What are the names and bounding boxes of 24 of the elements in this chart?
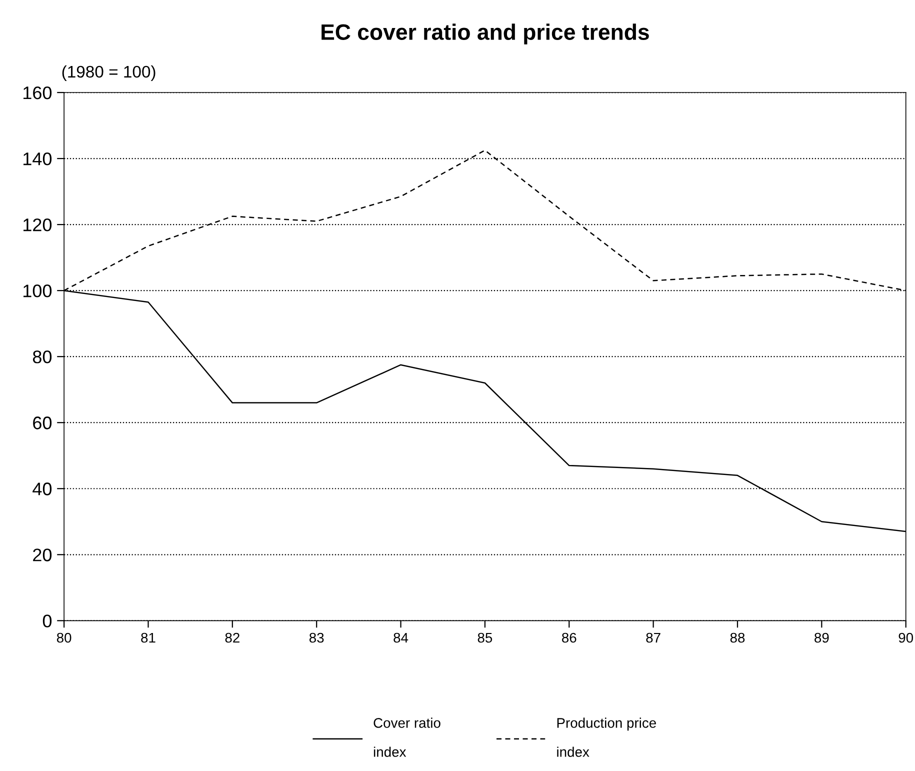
y-tick-label: 120	[24, 218, 52, 232]
y-tick-label: 40	[32, 482, 52, 496]
chart-title: EC cover ratio and price trends	[322, 24, 649, 44]
y-axis-title: (1980 = 100)	[62, 65, 156, 81]
x-tick-label: 89	[814, 632, 829, 643]
y-tick-label: 140	[24, 152, 52, 166]
y-tick-label: 0	[42, 614, 52, 628]
x-tick-label: 87	[646, 632, 660, 643]
x-tick-label: 80	[56, 632, 72, 643]
y-tick-label: 20	[33, 548, 52, 562]
x-tick-label: 83	[309, 632, 324, 643]
x-tick-label: 84	[394, 632, 408, 643]
x-tick-label: 82	[225, 632, 240, 643]
legend-label: Production price index	[557, 718, 656, 757]
y-tick-label: 60	[33, 416, 52, 430]
x-tick-label: 85	[478, 632, 492, 643]
y-tick-label: 100	[24, 284, 52, 298]
y-tick-label: 160	[24, 86, 52, 100]
x-tick-label: 86	[562, 632, 576, 643]
y-tick-label: 80	[32, 350, 52, 364]
x-tick-label: 90	[898, 632, 914, 643]
x-tick-label: 88	[730, 632, 745, 643]
text: Cover ratio index	[374, 718, 440, 757]
x-tick-label: 81	[141, 632, 156, 643]
